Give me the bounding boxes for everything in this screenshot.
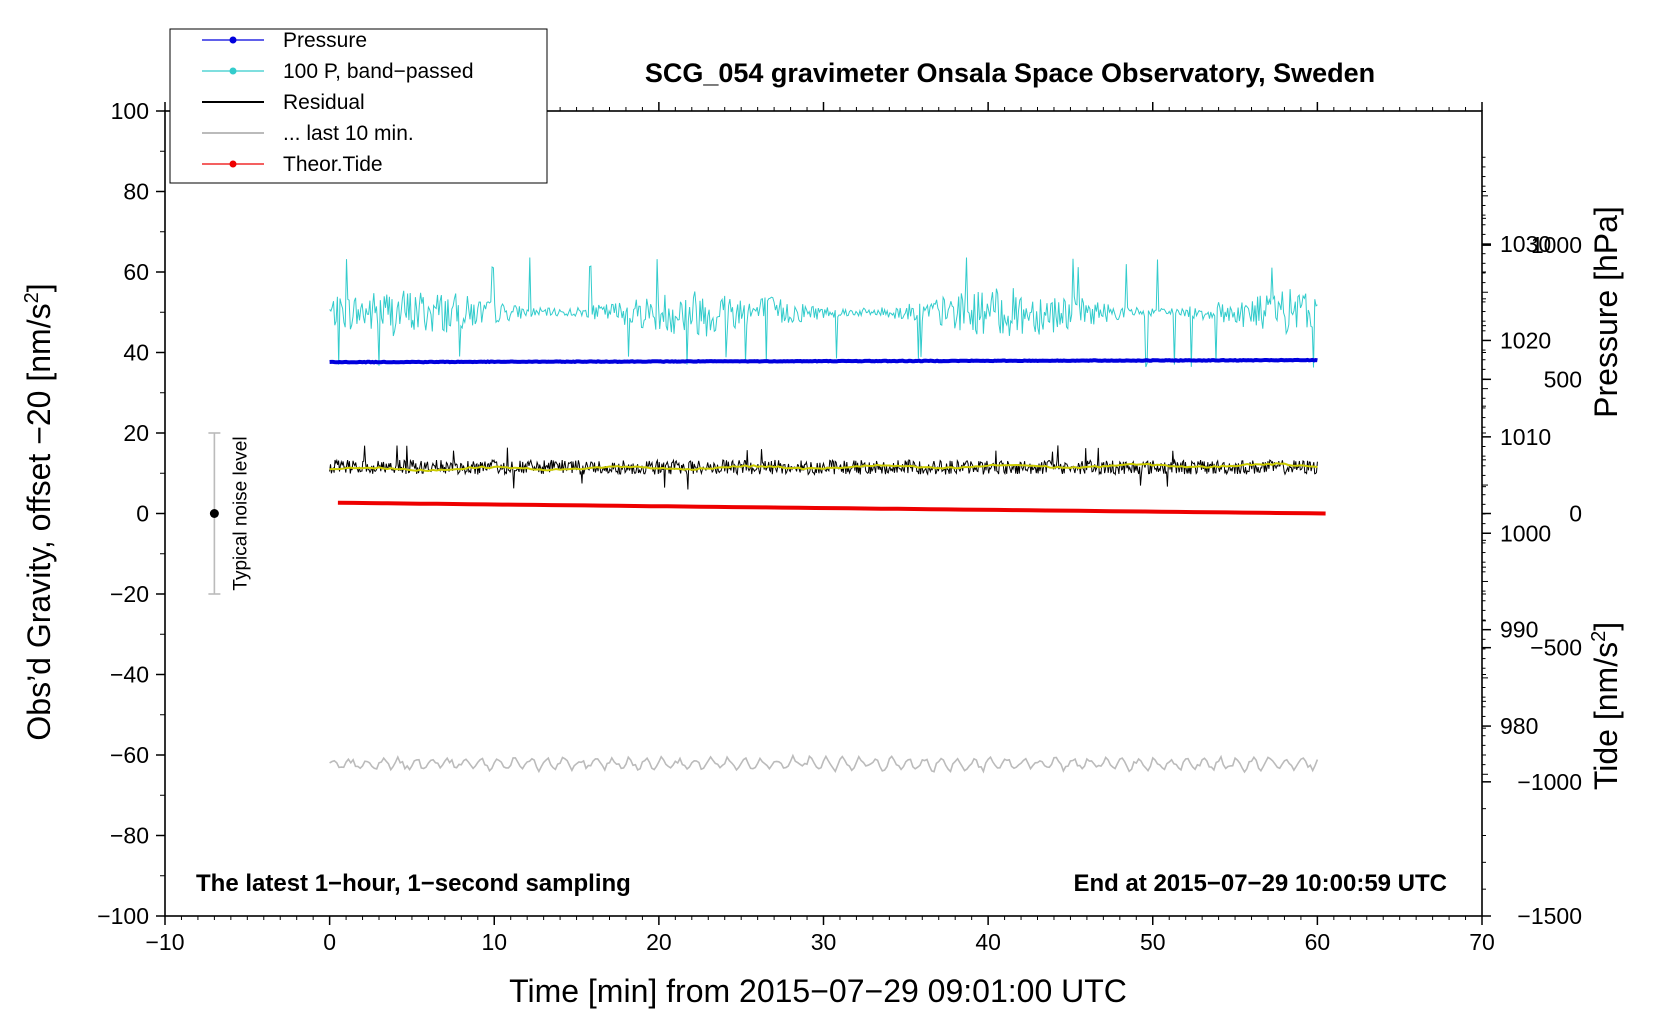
legend-label: Residual <box>283 91 365 114</box>
y-tick-label: 80 <box>123 179 149 205</box>
tide-tick-label: 0 <box>1569 501 1582 527</box>
y-tick-label: −60 <box>110 742 149 768</box>
noise-level-label: Typical noise level <box>230 436 251 590</box>
tide-tick-label: −500 <box>1530 635 1582 661</box>
x-tick-label: 60 <box>1305 929 1331 955</box>
legend-box <box>169 28 548 184</box>
x-tick-label: 40 <box>975 929 1001 955</box>
x-tick-label: 20 <box>646 929 672 955</box>
y-axis-title: Obs’d Gravity, offset −20 [nm/s2] <box>21 283 57 740</box>
x-tick-label: 70 <box>1469 929 1495 955</box>
series-band-passed-line <box>329 257 1318 368</box>
pressure-tick-label: 1010 <box>1500 424 1551 450</box>
pressure-tick-label: 1000 <box>1500 520 1551 546</box>
y-tick-label: 60 <box>123 259 149 285</box>
noise-level-point <box>209 509 219 518</box>
pressure-tick-label: 1030 <box>1500 231 1551 257</box>
y-tick-label: −20 <box>110 581 149 607</box>
legend-marker <box>229 67 237 75</box>
annotation-bottom-left: The latest 1−hour, 1−second sampling <box>196 870 631 897</box>
legend: Pressure 100 P, band−passed Residual ... la… <box>169 28 548 184</box>
x-tick-label: 30 <box>811 929 837 955</box>
tide-tick-label: 500 <box>1544 366 1582 392</box>
x-tick-label: −10 <box>145 929 184 955</box>
series-theor-tide-line <box>337 500 1326 516</box>
chart-title: SCG_054 gravimeter Onsala Space Observat… <box>645 58 1375 88</box>
series-pressure-line <box>329 357 1318 365</box>
x-tick-label: 50 <box>1140 929 1166 955</box>
legend-label: ... last 10 min. <box>283 122 414 145</box>
y-tick-label: −80 <box>110 823 149 849</box>
pressure-axis-title: Pressure [hPa] <box>1588 206 1624 418</box>
y-tick-label: 0 <box>136 501 149 527</box>
legend-label: Pressure <box>283 29 367 52</box>
series-last-10-min-line <box>329 753 1319 774</box>
legend-label: Theor.Tide <box>283 153 383 176</box>
legend-marker <box>229 36 237 44</box>
tide-tick-label: −1000 <box>1517 769 1582 795</box>
tide-tick-label: −1500 <box>1517 903 1582 929</box>
y-tick-label: 40 <box>123 340 149 366</box>
x-tick-label: 0 <box>323 929 336 955</box>
y-tick-label: −100 <box>97 903 149 929</box>
pressure-tick-label: 980 <box>1500 713 1538 739</box>
tide-axis-title: Tide [nm/s2] <box>1588 622 1624 790</box>
annotation-bottom-right: End at 2015−07−29 10:00:59 UTC <box>1073 870 1447 897</box>
x-tick-label: 10 <box>481 929 507 955</box>
series-residual-smoothed-line <box>329 462 1318 473</box>
legend-marker <box>229 160 237 168</box>
series-residual-line <box>329 445 1318 490</box>
y-tick-label: −40 <box>110 662 149 688</box>
x-axis-title: Time [min] from 2015−07−29 09:01:00 UTC <box>509 973 1127 1009</box>
pressure-tick-label: 990 <box>1500 617 1538 643</box>
y-tick-label: 100 <box>111 98 149 124</box>
y-tick-label: 20 <box>123 420 149 446</box>
pressure-tick-label: 1020 <box>1500 327 1551 353</box>
legend-label: 100 P, band−passed <box>283 60 474 83</box>
tide-tick-label: 1000 <box>1531 232 1582 258</box>
